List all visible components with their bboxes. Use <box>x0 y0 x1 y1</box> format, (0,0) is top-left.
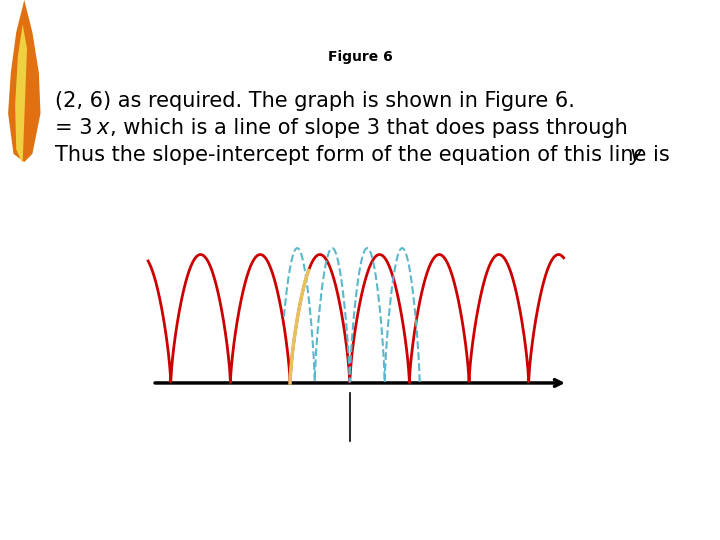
Text: (2, 6) as required. The graph is shown in Figure 6.: (2, 6) as required. The graph is shown i… <box>55 91 575 111</box>
Text: x: x <box>97 118 109 138</box>
Text: = 3: = 3 <box>55 118 92 138</box>
Text: Figure 6: Figure 6 <box>328 50 392 64</box>
Text: Thus the slope-intercept form of the equation of this line is: Thus the slope-intercept form of the equ… <box>55 145 676 165</box>
Text: y: y <box>630 145 642 165</box>
Text: 19: 19 <box>673 519 698 537</box>
Polygon shape <box>8 0 40 162</box>
Polygon shape <box>15 24 27 162</box>
Text: , which is a line of slope 3 that does pass through: , which is a line of slope 3 that does p… <box>110 118 628 138</box>
